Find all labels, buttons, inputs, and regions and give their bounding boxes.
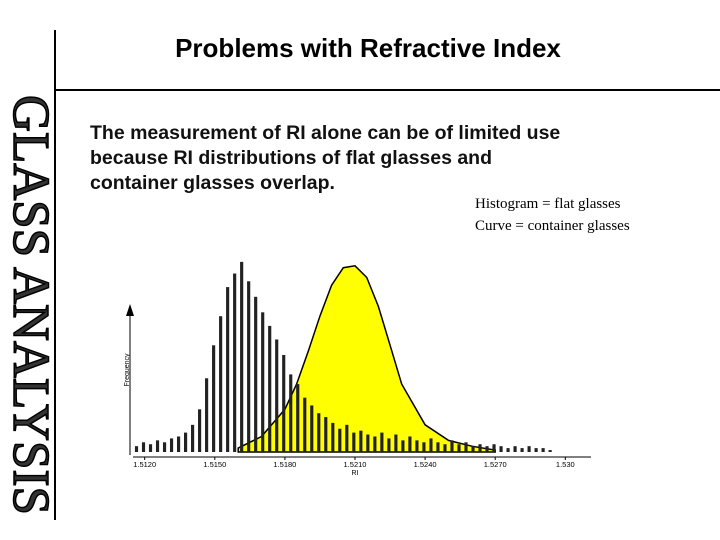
histogram-bar xyxy=(520,448,524,452)
histogram-bar xyxy=(240,261,244,452)
x-tick-label: 1.530 xyxy=(556,460,575,469)
histogram-bar xyxy=(471,446,475,452)
histogram-bar xyxy=(513,446,517,452)
histogram-bar xyxy=(366,434,370,452)
histogram-bar xyxy=(373,436,377,452)
histogram-bar xyxy=(310,405,314,452)
histogram-bar xyxy=(380,432,384,452)
histogram-bar xyxy=(176,436,181,452)
histogram-bar xyxy=(198,409,202,452)
histogram-bar xyxy=(478,444,482,452)
histogram-bar xyxy=(394,434,398,452)
histogram-bar xyxy=(492,444,496,452)
histogram-bar xyxy=(155,440,160,452)
histogram-bar xyxy=(296,384,300,452)
histogram-bar xyxy=(261,312,265,452)
histogram-bar xyxy=(352,432,356,452)
body-text: because RI distributions of flat glasses… xyxy=(90,147,492,169)
histogram-bar xyxy=(359,430,363,452)
x-axis-label: RI xyxy=(352,470,359,477)
x-tick-label: 1.5180 xyxy=(273,460,296,469)
body-text: container glasses overlap. xyxy=(90,172,335,194)
histogram-bar xyxy=(415,440,419,452)
histogram-bar xyxy=(317,413,321,452)
y-axis-arrow xyxy=(126,304,134,316)
histogram-bar xyxy=(436,442,440,452)
histogram-bar xyxy=(134,446,139,452)
histogram-bar xyxy=(212,345,216,452)
histogram-bar xyxy=(457,444,461,452)
histogram-bar xyxy=(464,442,468,452)
histogram-bar xyxy=(303,397,307,452)
histogram-bar xyxy=(422,442,426,452)
histogram-bar xyxy=(275,339,279,452)
body-text: The measurement of RI alone can be of li… xyxy=(90,122,560,144)
histogram-bar xyxy=(443,444,447,452)
histogram-bar xyxy=(541,448,545,452)
note: Curve = container glasses xyxy=(475,218,630,234)
histogram-bar xyxy=(338,428,342,452)
histogram-bar xyxy=(324,417,328,452)
side-title: GLASS ANALYSIS xyxy=(2,95,59,515)
x-tick-label: 1.5270 xyxy=(484,460,507,469)
histogram-bar xyxy=(408,436,412,452)
slide-title: Problems with Refractive Index xyxy=(175,33,561,63)
histogram-bar xyxy=(184,432,188,452)
histogram-bar xyxy=(191,424,195,452)
note: Histogram = flat glasses xyxy=(475,196,621,212)
histogram-bar xyxy=(247,281,251,452)
histogram-bar xyxy=(534,448,538,452)
histogram-bar xyxy=(219,316,223,452)
histogram-bar xyxy=(226,287,230,452)
x-tick-label: 1.5120 xyxy=(133,460,156,469)
histogram-bar xyxy=(499,446,503,452)
histogram-bar xyxy=(289,374,293,452)
histogram-bar xyxy=(450,440,454,452)
histogram-bar xyxy=(345,424,349,452)
histogram-bar xyxy=(169,438,174,452)
histogram-bar xyxy=(162,442,167,452)
histogram-bar xyxy=(527,446,531,452)
histogram-bar xyxy=(506,448,510,452)
curve-area xyxy=(237,264,496,453)
histogram-bar xyxy=(205,378,209,452)
y-axis-label: Frequency xyxy=(124,353,131,387)
histogram-bar xyxy=(401,440,405,452)
histogram-bar xyxy=(331,422,335,452)
histogram-bar xyxy=(141,442,146,452)
histogram-bar xyxy=(548,450,552,452)
histogram-bar xyxy=(268,325,272,452)
histogram-bar xyxy=(282,355,286,452)
x-tick-label: 1.5210 xyxy=(344,460,367,469)
x-tick-label: 1.5240 xyxy=(414,460,437,469)
histogram-bar xyxy=(148,444,153,452)
histogram-bar xyxy=(233,273,237,452)
histogram-bar xyxy=(429,438,433,452)
histogram-bar xyxy=(254,296,258,452)
x-tick-label: 1.5150 xyxy=(203,460,226,469)
histogram-bar xyxy=(387,438,391,452)
chart: Frequency RI 1.5120 1.5150 1.5180 1.5210 1.524… xyxy=(124,261,591,477)
histogram-bar xyxy=(485,446,489,452)
